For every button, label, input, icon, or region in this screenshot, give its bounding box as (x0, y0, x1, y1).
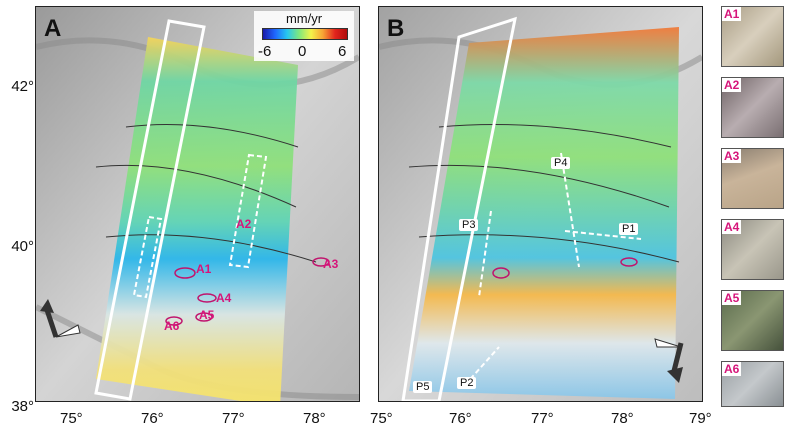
b-x-tick-78: 78° (611, 410, 634, 427)
panel-a-letter: A (44, 15, 62, 42)
site-label-a1: A1 (196, 262, 212, 276)
colorbar-gradient (262, 28, 348, 40)
profile-label-p5: P5 (413, 381, 433, 393)
colorbar-title: mm/yr (285, 11, 323, 26)
profile-label-p3: P3 (459, 219, 479, 231)
site-label-a6: A6 (164, 319, 180, 333)
y-tick-38: 38° (11, 398, 34, 415)
a-x-tick-77: 77° (222, 410, 245, 427)
b-x-tick-76: 76° (449, 410, 472, 427)
thumbnail-a4-label: A4 (722, 220, 742, 234)
a-x-tick-78: 78° (303, 410, 326, 427)
map-a-svg (36, 7, 359, 401)
map-panel-a: A mm/yr -6 0 6 A2 A1 A3 A4 A5 A6 (35, 6, 360, 402)
thumbnail-a1-label: A1 (722, 7, 742, 21)
a-x-tick-76: 76° (141, 410, 164, 427)
profile-label-p2: P2 (457, 377, 477, 389)
b-x-tick-77: 77° (531, 410, 554, 427)
thumbnail-a6-label: A6 (722, 362, 742, 376)
site-label-a2: A2 (236, 217, 252, 231)
thumbnail-a5: A5 (721, 290, 784, 351)
thumbnail-a1: A1 (721, 6, 784, 67)
map-panel-b: B P1 P3 P4 P2 P5 (378, 6, 703, 402)
b-x-tick-79: 79° (689, 410, 712, 427)
panel-b-letter: B (387, 15, 405, 42)
colorbar-mid: 0 (298, 43, 307, 60)
colorbar-max: 6 (338, 43, 347, 60)
thumbnail-a3: A3 (721, 148, 784, 209)
y-tick-42: 42° (11, 78, 34, 95)
site-label-a4: A4 (216, 291, 232, 305)
profile-label-p1: P1 (619, 223, 639, 235)
thumbnail-a5-label: A5 (722, 291, 742, 305)
thumbnail-a2-label: A2 (722, 78, 742, 92)
y-tick-40: 40° (11, 238, 34, 255)
colorbar-min: -6 (258, 43, 272, 60)
map-b-svg (379, 7, 702, 401)
site-label-a3: A3 (323, 257, 339, 271)
thumbnail-a3-label: A3 (722, 149, 742, 163)
site-label-a5: A5 (199, 308, 215, 322)
profile-label-p4: P4 (551, 157, 571, 169)
thumbnail-a2: A2 (721, 77, 784, 138)
thumbnail-a4: A4 (721, 219, 784, 280)
thumbnail-a6: A6 (721, 361, 784, 407)
a-x-tick-75: 75° (60, 410, 83, 427)
b-x-tick-75: 75° (370, 410, 393, 427)
colorbar: mm/yr -6 0 6 (254, 11, 354, 61)
